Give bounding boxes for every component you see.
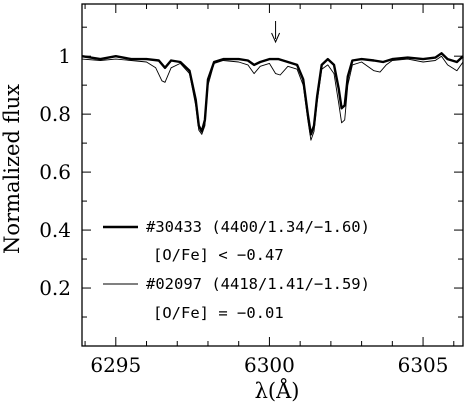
y-tick-label: 1 (58, 44, 71, 68)
plot-frame (81, 3, 464, 347)
y-tick-label: 0.4 (39, 218, 71, 242)
legend-label-series-1: #30433 (4400/1.34/−1.60) (146, 218, 370, 236)
series-line-1 (81, 52, 464, 136)
ticks-layer: 6295 6300 6305 0.2 0.4 0.6 0.8 1 (39, 4, 463, 377)
y-tick-label: 0.8 (39, 102, 71, 126)
series-line-2 (81, 55, 464, 141)
arrow-head (271, 32, 281, 44)
legend-note-series-2: [O/Fe] = −0.01 (153, 304, 284, 322)
legend-note-series-1: [O/Fe] < −0.47 (153, 246, 284, 264)
annotation-layer (271, 21, 281, 44)
y-axis-label: Normalized flux (0, 84, 24, 254)
y-tick-label: 0.6 (39, 160, 71, 184)
series-layer (81, 52, 464, 141)
x-tick-label: 6305 (398, 353, 449, 377)
legend-label-series-2: #02097 (4418/1.41/−1.59) (146, 275, 370, 293)
x-tick-label: 6295 (90, 353, 141, 377)
y-tick-label: 0.2 (39, 276, 71, 300)
x-tick-label: 6300 (244, 353, 295, 377)
legend: #30433 (4400/1.34/−1.60) [O/Fe] < −0.47 … (103, 218, 370, 322)
x-axis-label: λ(Å) (255, 378, 300, 403)
plot-area (81, 3, 464, 347)
